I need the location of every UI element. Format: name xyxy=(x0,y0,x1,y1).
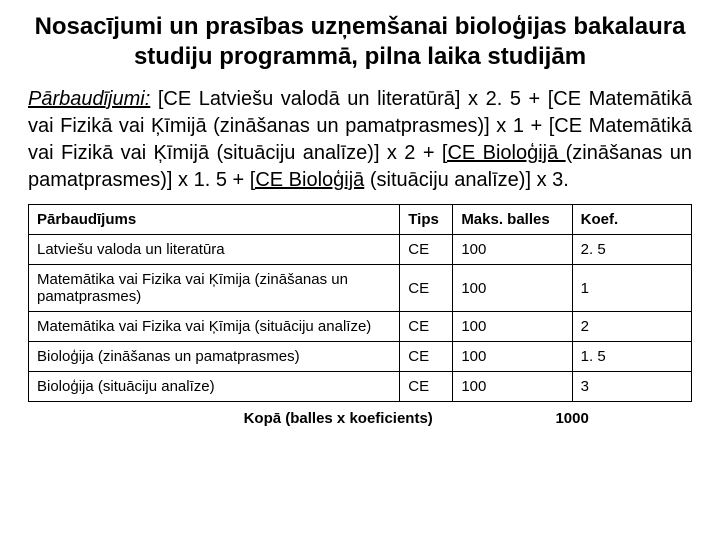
formula-label: Pārbaudījumi: xyxy=(28,88,150,110)
header-exam: Pārbaudījums xyxy=(29,205,400,235)
cell-exam: Bioloģija (situāciju analīze) xyxy=(29,372,400,402)
header-type: Tips xyxy=(400,205,453,235)
formula-paragraph: Pārbaudījumi: [CE Latviešu valodā un lit… xyxy=(28,86,692,194)
table-row: Matemātika vai Fizika vai Ķīmija (zināša… xyxy=(29,265,692,312)
admission-slide: Nosacījumi un prasības uzņemšanai bioloģ… xyxy=(0,0,720,443)
cell-coef: 2. 5 xyxy=(572,235,691,265)
cell-exam: Matemātika vai Fizika vai Ķīmija (zināša… xyxy=(29,265,400,312)
table-total-row: Kopā (balles x koeficients) 1000 xyxy=(29,402,692,434)
formula-underline-1: [CE Bioloģijā xyxy=(442,142,566,164)
cell-coef: 2 xyxy=(572,312,691,342)
formula-underline-2: [CE Bioloģijā xyxy=(250,169,365,191)
header-max: Maks. balles xyxy=(453,205,572,235)
cell-coef: 1 xyxy=(572,265,691,312)
cell-exam: Bioloģija (zināšanas un pamatprasmes) xyxy=(29,342,400,372)
total-value: 1000 xyxy=(453,402,692,434)
table-row: Bioloģija (situāciju analīze) CE 100 3 xyxy=(29,372,692,402)
cell-type: CE xyxy=(400,312,453,342)
cell-max: 100 xyxy=(453,235,572,265)
cell-exam: Matemātika vai Fizika vai Ķīmija (situāc… xyxy=(29,312,400,342)
table-header-row: Pārbaudījums Tips Maks. balles Koef. xyxy=(29,205,692,235)
cell-exam: Latviešu valoda un literatūra xyxy=(29,235,400,265)
table-row: Bioloģija (zināšanas un pamatprasmes) CE… xyxy=(29,342,692,372)
cell-max: 100 xyxy=(453,265,572,312)
table-row: Latviešu valoda un literatūra CE 100 2. … xyxy=(29,235,692,265)
exam-table: Pārbaudījums Tips Maks. balles Koef. Lat… xyxy=(28,204,692,433)
cell-type: CE xyxy=(400,372,453,402)
table-row: Matemātika vai Fizika vai Ķīmija (situāc… xyxy=(29,312,692,342)
cell-type: CE xyxy=(400,235,453,265)
cell-type: CE xyxy=(400,265,453,312)
cell-coef: 1. 5 xyxy=(572,342,691,372)
formula-part-3: (situāciju analīze)] x 3. xyxy=(364,169,569,191)
cell-max: 100 xyxy=(453,312,572,342)
cell-max: 100 xyxy=(453,342,572,372)
header-coef: Koef. xyxy=(572,205,691,235)
page-title: Nosacījumi un prasības uzņemšanai bioloģ… xyxy=(28,12,692,72)
cell-type: CE xyxy=(400,342,453,372)
cell-max: 100 xyxy=(453,372,572,402)
cell-coef: 3 xyxy=(572,372,691,402)
total-label: Kopā (balles x koeficients) xyxy=(29,402,453,434)
